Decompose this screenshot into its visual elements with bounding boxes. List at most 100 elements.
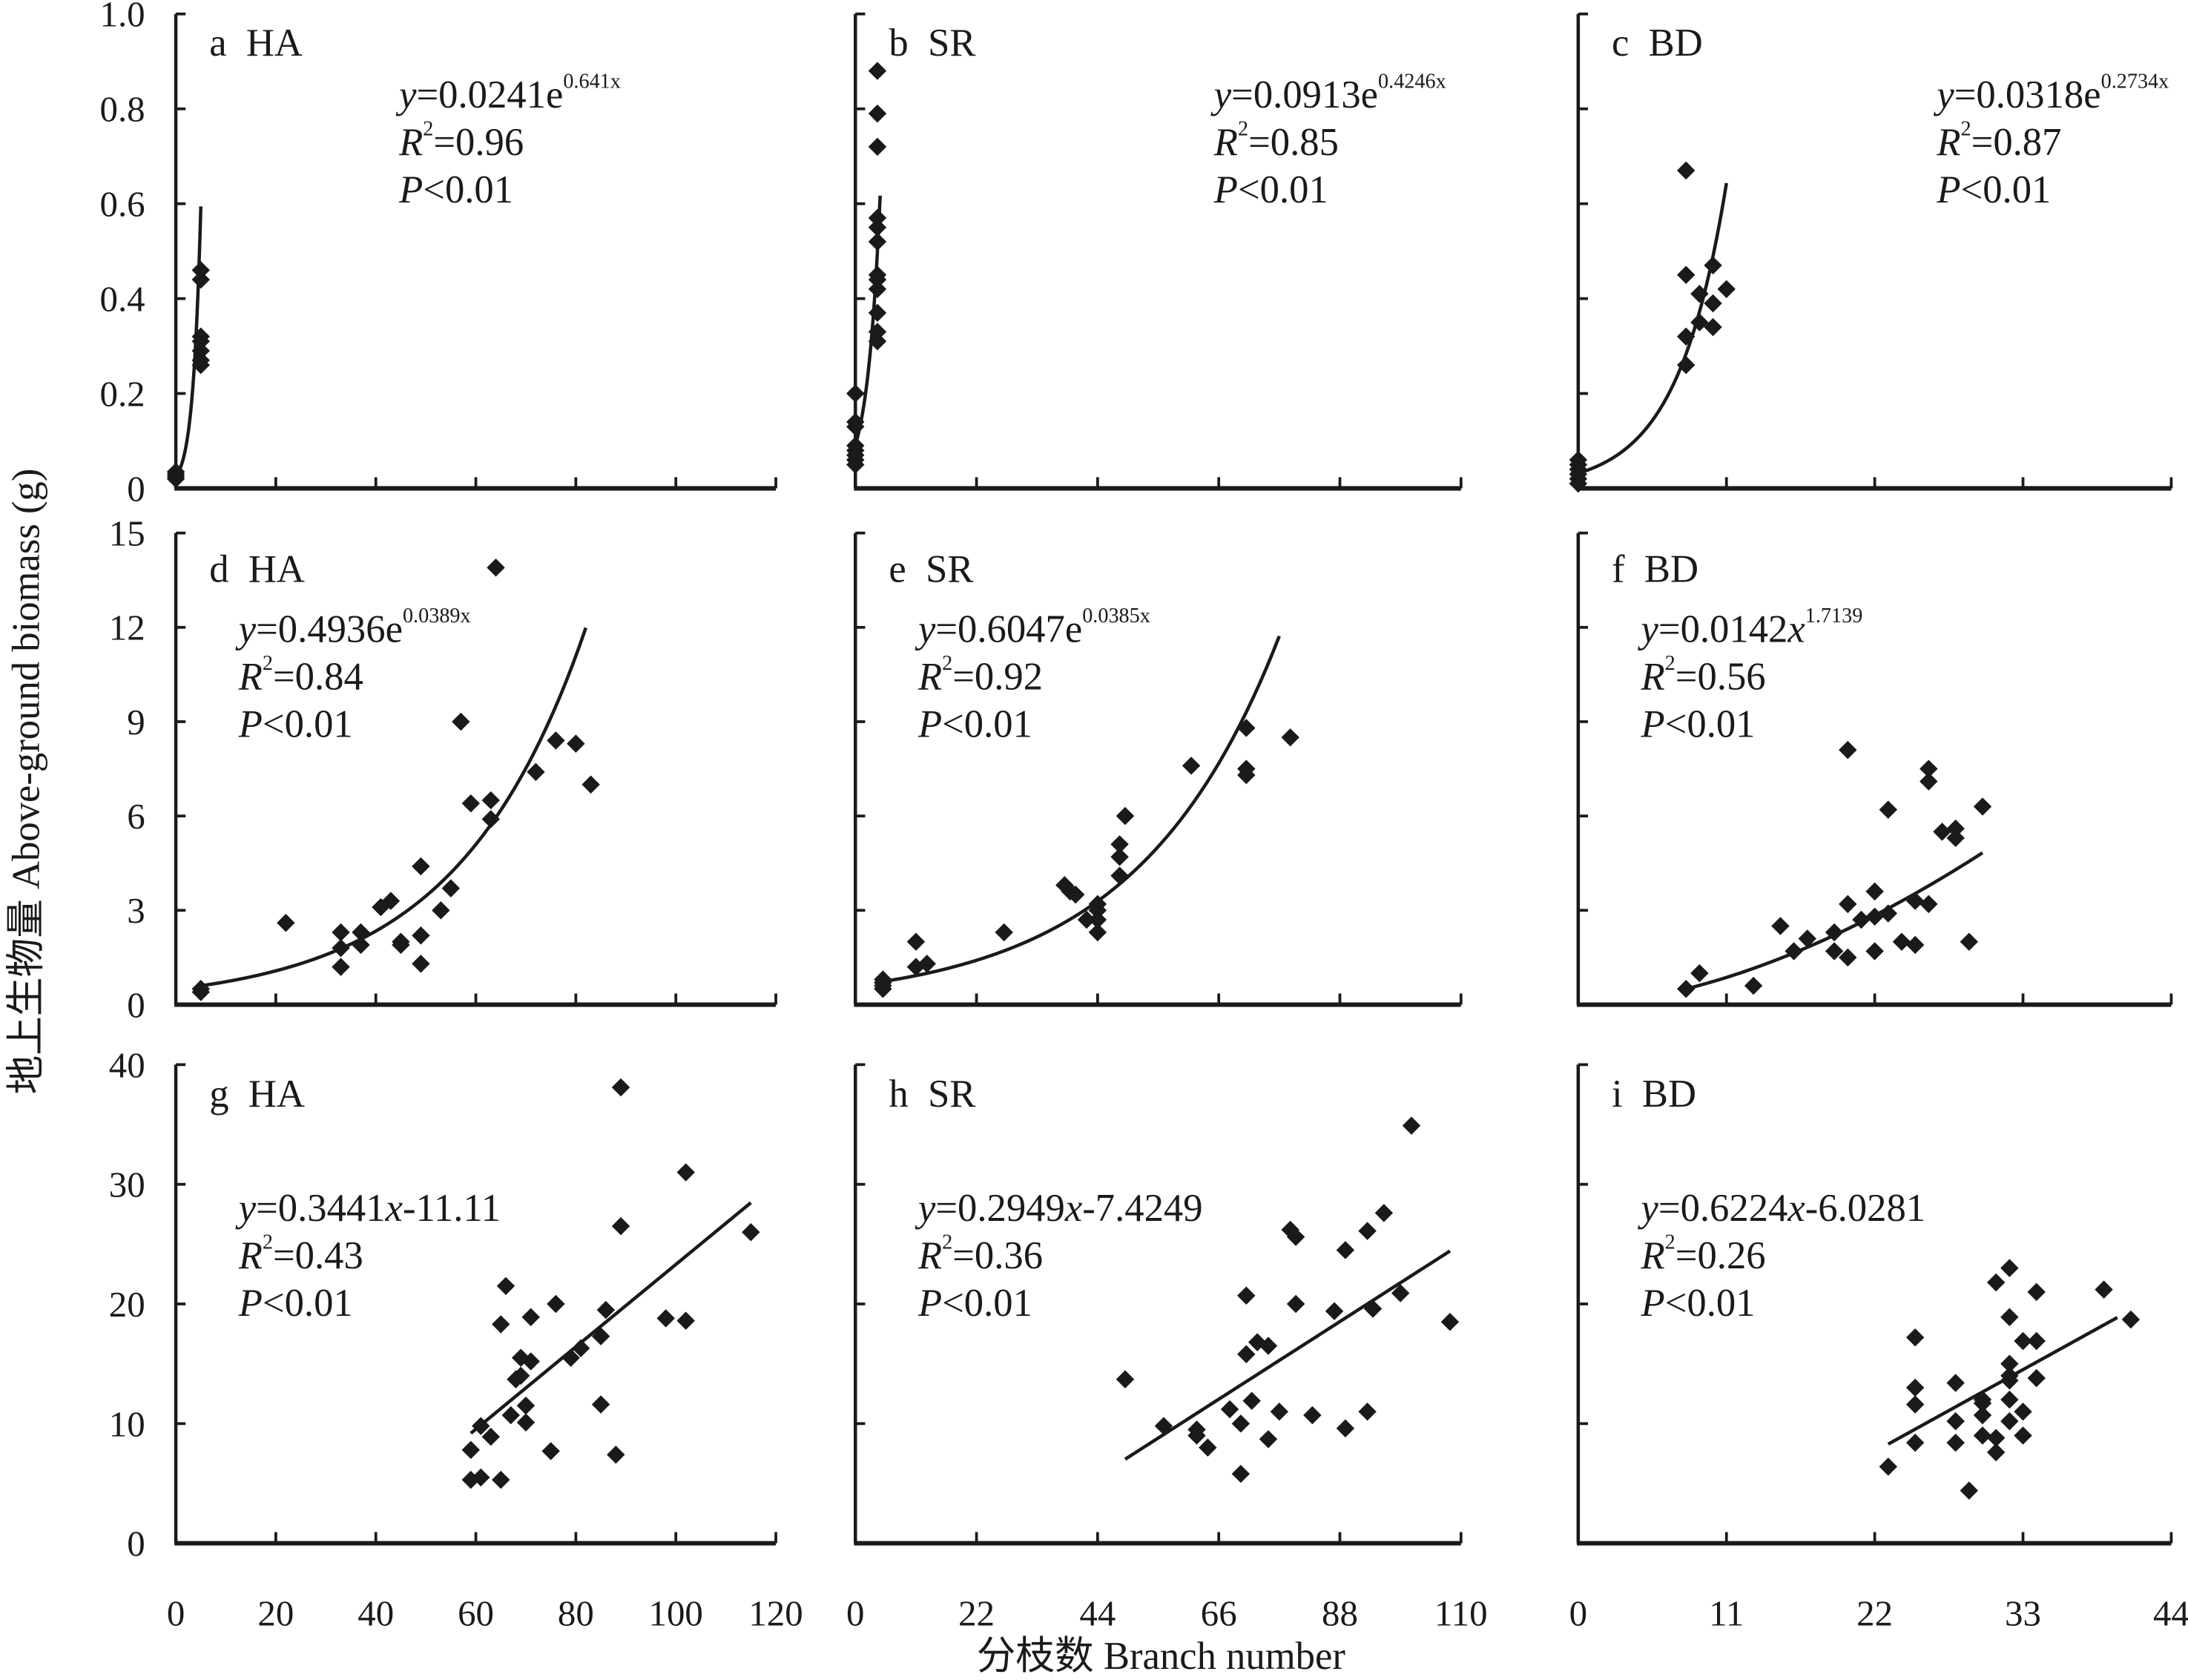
- y-tick-label: 6: [127, 796, 145, 837]
- data-point: [1744, 976, 1763, 995]
- data-point: [2000, 1366, 2019, 1386]
- panel-label: a HA: [209, 22, 303, 65]
- p-symbol: P: [1936, 168, 1960, 211]
- r-squared-exponent: 2: [942, 1231, 952, 1254]
- data-point: [1946, 829, 1965, 848]
- r-squared-exponent: 2: [1665, 652, 1675, 675]
- y-tick-label: 15: [109, 513, 145, 554]
- r-squared-exponent: 2: [263, 1231, 273, 1254]
- r-squared-value: =0.84: [273, 655, 363, 698]
- data-point: [1110, 866, 1129, 885]
- data-point: [1986, 1273, 2006, 1292]
- data-point: [492, 1470, 510, 1489]
- data-point: [392, 932, 410, 951]
- panel-grid: 00.20.40.60.81.0a HAy=0.0241e0.641xR2=0.…: [100, 0, 2188, 1634]
- equation-exponent: 0.0385x: [1082, 605, 1150, 627]
- data-point: [1231, 1464, 1250, 1483]
- data-point: [1116, 806, 1135, 826]
- y-tick-label: 0.8: [100, 89, 145, 130]
- data-point: [1231, 1414, 1250, 1433]
- r-squared-exponent: 2: [423, 117, 433, 140]
- data-point: [581, 775, 600, 794]
- data-point: [2014, 1331, 2032, 1351]
- x-tick-label: 22: [958, 1593, 995, 1634]
- x-tick-label: 11: [1709, 1593, 1744, 1634]
- data-point: [917, 955, 937, 973]
- data-point: [868, 62, 887, 80]
- data-point: [1690, 313, 1709, 332]
- data-point: [1704, 256, 1722, 275]
- equation-body: =0.2949: [935, 1187, 1065, 1230]
- data-point: [868, 232, 887, 251]
- r-squared: R2=0.36: [917, 1231, 1043, 1277]
- p-symbol: P: [238, 702, 263, 745]
- data-point: [868, 280, 887, 299]
- r-squared-value: =0.36: [952, 1234, 1043, 1277]
- data-point: [1905, 892, 1925, 910]
- fit-curve: [469, 1201, 752, 1435]
- r-symbol: R: [1640, 1234, 1664, 1277]
- equation-body: =0.4936e: [256, 607, 403, 650]
- data-point: [1973, 1406, 1992, 1425]
- data-point: [561, 1348, 580, 1367]
- data-point: [1391, 1284, 1410, 1302]
- x-tick-label: 22: [1856, 1593, 1893, 1634]
- data-point: [1973, 1426, 1992, 1445]
- panel-label: e SR: [889, 547, 974, 590]
- p-value: P<0.01: [1640, 702, 1755, 745]
- x-tick-label: 44: [2153, 1593, 2188, 1634]
- r-symbol: R: [238, 1234, 263, 1277]
- data-point: [1905, 935, 1925, 955]
- data-point: [1892, 932, 1911, 951]
- data-point: [1676, 161, 1696, 180]
- data-point: [1839, 948, 1857, 967]
- panel-label: f BD: [1612, 547, 1698, 590]
- data-point: [868, 104, 887, 123]
- data-point: [461, 1440, 481, 1460]
- data-point: [1676, 980, 1696, 998]
- p-value-text: <0.01: [1238, 168, 1328, 211]
- p-value-text: <0.01: [1665, 702, 1756, 745]
- x-tick-label: 0: [167, 1593, 185, 1634]
- data-point: [432, 901, 450, 920]
- equation-body: =0.6047e: [935, 607, 1082, 650]
- r-symbol: R: [1936, 121, 1960, 164]
- data-point: [1676, 266, 1696, 284]
- data-point: [1116, 1370, 1135, 1389]
- data-point: [676, 1163, 695, 1182]
- data-point: [846, 412, 865, 432]
- equation-y: y: [1637, 607, 1658, 650]
- data-point: [1865, 907, 1884, 926]
- r-squared-value: =0.92: [952, 655, 1043, 698]
- data-point: [906, 932, 926, 951]
- r-squared-exponent: 2: [263, 652, 273, 675]
- p-symbol: P: [917, 1282, 942, 1325]
- data-point: [1199, 1438, 1217, 1457]
- x-tick-label: 0: [846, 1593, 864, 1634]
- data-point: [607, 1446, 625, 1464]
- data-point: [1839, 740, 1857, 760]
- equation: y=0.6224x-6.0281: [1637, 1187, 1925, 1230]
- data-point: [2000, 1411, 2019, 1431]
- data-point: [191, 341, 210, 360]
- data-point: [1825, 942, 1844, 961]
- y-tick-label: 0: [127, 1523, 145, 1564]
- data-point: [1259, 1337, 1278, 1355]
- data-point: [1905, 1395, 1925, 1414]
- data-point: [1066, 885, 1085, 904]
- y-tick-label: 0.2: [100, 373, 145, 414]
- data-point: [516, 1413, 536, 1432]
- data-point: [1358, 1402, 1377, 1421]
- y-tick-label: 0: [127, 468, 145, 509]
- data-point: [511, 1366, 530, 1386]
- r-squared-value: =0.26: [1675, 1234, 1766, 1277]
- x-tick-label: 66: [1201, 1593, 1237, 1634]
- data-point: [1879, 904, 1898, 923]
- data-point: [487, 559, 505, 577]
- data-point: [1187, 1426, 1206, 1445]
- equation-exponent: 0.0389x: [403, 605, 471, 627]
- panel-g: 0 10 20 30 40 0 20 40 60 80 100 120 g HA y=0.3441x-11…: [109, 1044, 803, 1633]
